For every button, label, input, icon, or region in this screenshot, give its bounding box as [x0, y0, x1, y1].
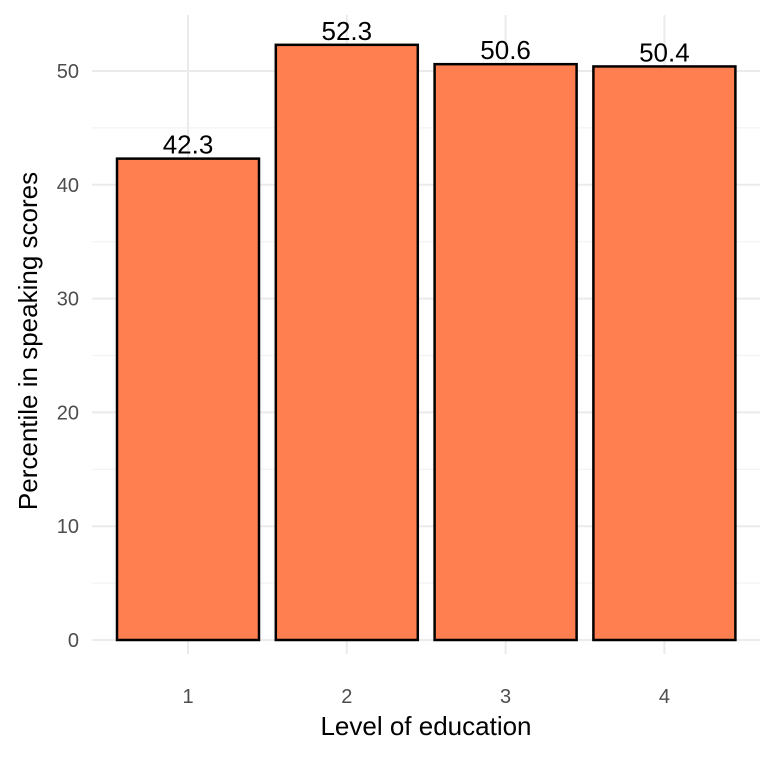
y-tick-label: 50: [57, 61, 79, 83]
bars: [115, 43, 737, 642]
data-labels: 42.3 52.3 50.6 50.4: [163, 16, 690, 160]
bar-level-4: [592, 65, 737, 642]
bar-value-label: 50.4: [639, 37, 690, 67]
bar-level-3: [433, 62, 578, 642]
x-axis-title: Level of education: [320, 711, 531, 741]
x-tick-label: 1: [182, 686, 193, 708]
x-axis-tick-labels: 1 2 3 4: [182, 686, 670, 708]
y-tick-label: 20: [57, 402, 79, 424]
y-axis-tick-labels: 0 10 20 30 40 50: [57, 61, 79, 652]
bar-level-2: [274, 43, 420, 642]
y-tick-label: 40: [57, 175, 79, 197]
y-tick-label: 30: [57, 289, 79, 311]
y-tick-label: 10: [57, 516, 79, 538]
x-tick-label: 4: [659, 686, 670, 708]
x-tick-label: 3: [500, 686, 511, 708]
y-tick-label: 0: [68, 630, 79, 652]
bar-value-label: 52.3: [321, 16, 372, 46]
y-axis-title: Percentile in speaking scores: [13, 172, 43, 510]
bar-level-1: [115, 157, 261, 642]
bar-value-label: 50.6: [480, 35, 531, 65]
x-tick-label: 2: [341, 686, 352, 708]
bar-value-label: 42.3: [163, 130, 214, 160]
